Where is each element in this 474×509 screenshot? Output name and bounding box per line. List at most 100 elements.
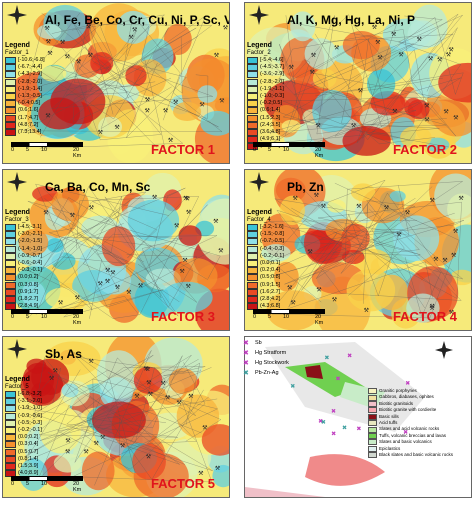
- legend-swatch: [247, 78, 258, 86]
- heatmap-blob: [346, 268, 396, 312]
- geology-swatch: [368, 426, 377, 433]
- heatmap-blob: [101, 226, 136, 267]
- heatmap-blob: [116, 10, 150, 44]
- legend-class-label: (0.8;1.4]: [18, 455, 39, 462]
- geology-contour: [23, 355, 183, 443]
- geology-legend-row: Granitic porphyries: [368, 388, 453, 395]
- mine-symbol: ⚒: [372, 24, 378, 31]
- heatmap-blob: [96, 350, 141, 399]
- mine-symbol: ⚒: [105, 267, 111, 274]
- legend-class-label: (1.5;2.3]: [260, 114, 281, 121]
- mine-symbol: ⚒: [433, 256, 439, 263]
- scale-label: 10: [41, 147, 48, 153]
- mine-symbol: ⚒: [199, 102, 205, 109]
- north-arrow-icon: [7, 5, 27, 25]
- legend-class-row: (0.6;1.6]: [5, 107, 45, 115]
- mine-symbol: ⚒: [451, 252, 457, 259]
- legend-swatch: [5, 274, 16, 282]
- legend-swatch: [5, 448, 16, 456]
- geology-contour: [47, 218, 128, 319]
- mine-symbol: ⚒: [88, 52, 94, 59]
- geology-contour: [343, 213, 420, 297]
- north-arrow-icon: [249, 5, 269, 25]
- mine-symbol: ⚒: [213, 218, 219, 225]
- scale-label: 5: [268, 147, 272, 153]
- heatmap-blob: [168, 368, 198, 395]
- mine-symbol: ⚒: [100, 434, 106, 441]
- legend-swatch: [5, 462, 16, 470]
- legend-class-row: (2.8;4.9]: [5, 303, 42, 311]
- factor-map-panel-3: ⚒ ⚒ ⚒ ⚒ ⚒ ⚒ ⚒ ⚒ ⚒ ⚒ ⚒ ⚒ ⚒ ⚒ ⚒ ⚒ ⚒ ⚒ ⚒ ⚒ ⚒ ⚒ Ca, Ba, Co, Mn, Sc…: [2, 169, 230, 331]
- legend-class-row: (0.8;1.4]: [5, 456, 42, 463]
- legend-class-label: (2.8;4.9]: [18, 303, 39, 310]
- heatmap-blob: [273, 261, 299, 292]
- legend-class-label: [-3.2;-1.6]: [260, 224, 284, 230]
- geology-contour: [73, 27, 197, 123]
- deposit-symbol: ✖: [342, 425, 347, 432]
- mine-symbol: ⚒: [424, 116, 430, 123]
- legend-swatch: [247, 288, 258, 296]
- geology-contour: [266, 233, 375, 308]
- mine-symbol: ⚒: [128, 34, 134, 41]
- mine-symbol: ⚒: [458, 195, 464, 202]
- geology-legend-label: Gabbros, diabases, ophites: [379, 394, 434, 400]
- legend-swatch: [5, 85, 16, 93]
- north-arrow-icon: [7, 339, 27, 359]
- legend-class-label: (-4.5;-3.7]: [260, 64, 284, 71]
- mine-symbol: ⚒: [120, 443, 126, 450]
- mine-symbol: ⚒: [60, 39, 66, 46]
- geology-legend-panel: ✖ ✖ ✖ ✖ ✖ ✖ ✖ ✖ ✖ ✖ ✖ ✖: [244, 336, 472, 498]
- heatmap-blob: [290, 11, 316, 42]
- mine-symbol: ⚒: [334, 45, 340, 52]
- legend-swatch: [247, 295, 258, 303]
- legend-factor-name: Factor_5: [5, 384, 29, 390]
- geology-contour: [104, 196, 198, 308]
- mine-symbol: ⚒: [89, 205, 95, 212]
- geology-swatch: [368, 439, 377, 446]
- geology-contour: [91, 191, 185, 259]
- scale-label: 20 Km: [315, 147, 324, 159]
- geology-contour: [36, 235, 218, 315]
- mine-symbol: ⚒: [289, 64, 295, 71]
- legend-swatch: [5, 267, 16, 275]
- heatmap-blob: [312, 68, 337, 89]
- north-arrow-icon: [249, 172, 269, 192]
- legend-class-row: (-0.5;-0.3]: [5, 420, 42, 427]
- deposit-symbol: ✖: [405, 380, 410, 387]
- scale-label: 5: [26, 314, 30, 320]
- legend-swatch: [5, 107, 16, 115]
- mine-symbol: ⚒: [453, 115, 459, 122]
- heatmap-blob: [98, 116, 123, 137]
- legend-class-label: (-1.3;-0.5]: [18, 92, 42, 99]
- factor-map-panel-5: ⚒ ⚒ ⚒ ⚒ ⚒ ⚒ ⚒ ⚒ ⚒ ⚒ ⚒ ⚒ ⚒ ⚒ ⚒ ⚒ ⚒ ⚒ ⚒ ⚒ ⚒ ⚒ Sb, As Legend Factor…: [2, 336, 230, 498]
- legend-class-label: (0.0;0.2]: [18, 434, 39, 441]
- scale-label: 20 Km: [73, 147, 82, 159]
- geology-contour: [266, 186, 441, 292]
- legend-swatch: [247, 107, 258, 115]
- heatmap-blob: [400, 125, 432, 150]
- mine-symbol: ⚒: [46, 39, 52, 46]
- heatmap-blob: [407, 20, 438, 50]
- mine-symbol: ⚒: [163, 108, 169, 115]
- geology-map: ✖ ✖ ✖ ✖ ✖ ✖ ✖ ✖ ✖ ✖ ✖ ✖: [245, 337, 471, 497]
- scale-label: 10: [283, 147, 290, 153]
- geology-contour: [75, 356, 201, 452]
- scale-label: 20 Km: [73, 481, 82, 493]
- geology-legend-label: Basic sills: [379, 413, 399, 419]
- deposit-symbol: ✖: [324, 354, 329, 361]
- legend-class-label: (0.3;0.8]: [18, 281, 39, 288]
- mine-symbol: ⚒: [126, 289, 132, 296]
- deposit-symbol: ✖: [318, 418, 323, 425]
- heatmap-blob: [197, 85, 218, 103]
- mine-symbol: ⚒: [309, 69, 315, 76]
- mine-symbol: ⚒: [443, 109, 449, 116]
- mine-symbol: ⚒: [160, 380, 166, 387]
- geology-swatch: [368, 388, 377, 395]
- mine-symbol: ⚒: [448, 47, 454, 54]
- legend-swatch: [5, 470, 16, 478]
- scale-label: 5: [268, 314, 272, 320]
- deposit-marker-icon: ✖: [243, 360, 249, 367]
- legend-class-label: (-1.4;-1.0]: [18, 245, 42, 252]
- geology-contour: [26, 198, 183, 320]
- mine-symbol: ⚒: [437, 57, 443, 64]
